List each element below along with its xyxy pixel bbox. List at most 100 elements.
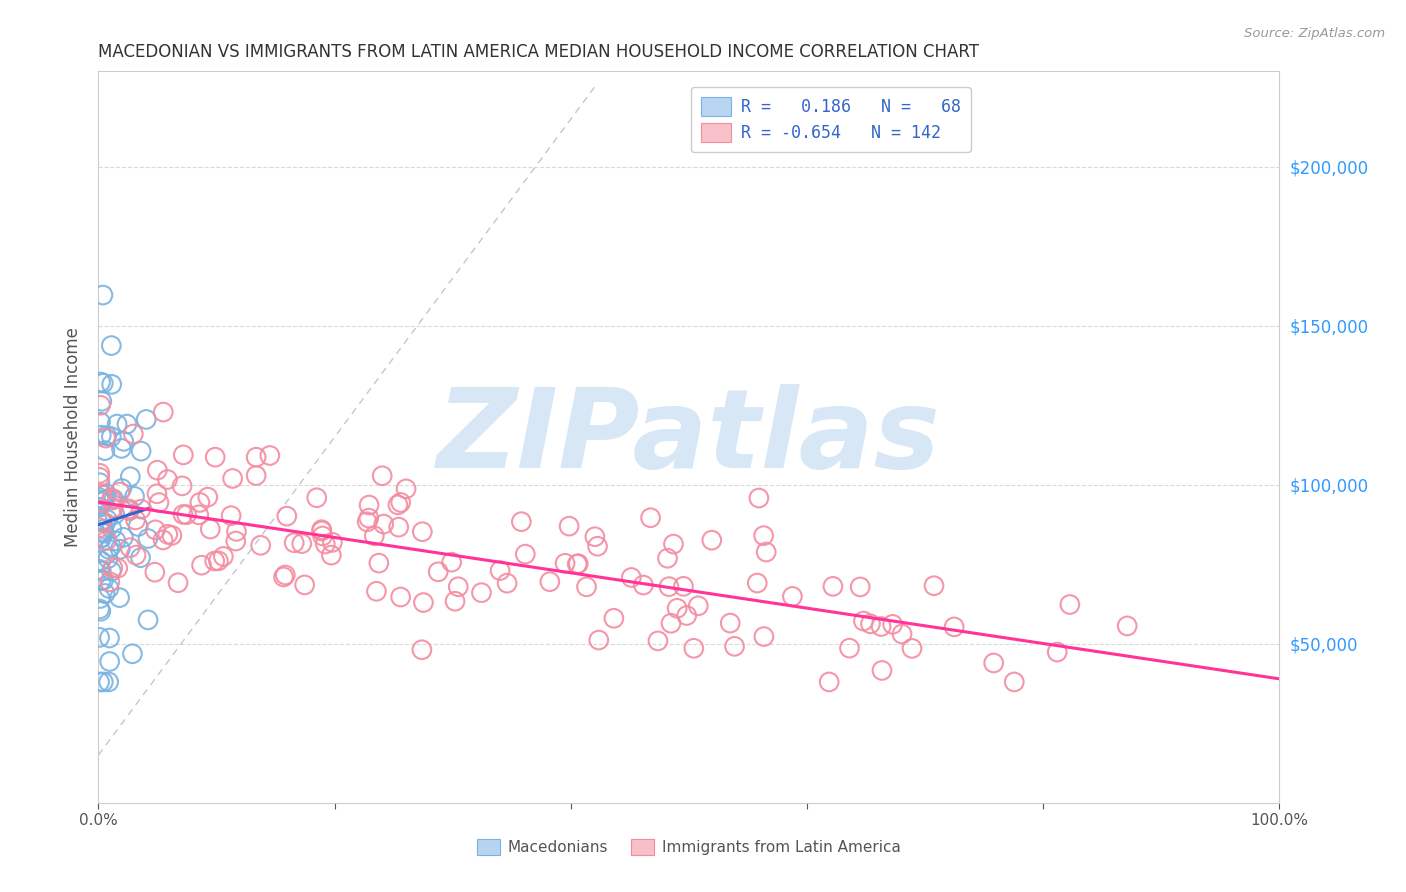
Point [245,450,267,465]
Point [357,511,380,525]
Point [412,596,434,610]
Point [389,590,412,604]
Point [922,579,945,593]
Point [90,415,112,429]
Point [89,491,111,505]
Point [700,533,723,548]
Point [983,656,1005,670]
Point [105,417,128,431]
Point [96,512,118,526]
Point [321,548,343,562]
Point [558,519,581,533]
Point [870,664,893,678]
Point [427,565,450,579]
Point [212,549,235,564]
Point [207,554,229,568]
Point [356,515,378,529]
Point [93,493,115,508]
Point [146,463,169,477]
Point [276,509,298,524]
Point [90,515,112,529]
Point [176,508,198,522]
Point [125,548,148,562]
Point [107,561,129,575]
Point [91,376,114,391]
Point [90,375,112,389]
Point [90,574,112,588]
Point [294,578,316,592]
Point [440,555,463,569]
Point [98,574,121,589]
Point [91,526,114,541]
Point [373,517,395,532]
Point [603,611,626,625]
Point [204,554,226,568]
Point [752,630,775,644]
Point [586,539,609,553]
Point [311,523,333,537]
Point [94,516,117,530]
Point [115,417,138,431]
Point [135,412,157,426]
Point [100,540,122,554]
Point [633,578,655,592]
Point [901,641,924,656]
Point [103,500,125,515]
Point [688,599,710,613]
Point [90,486,112,500]
Point [100,493,122,508]
Point [647,634,669,648]
Point [124,489,146,503]
Point [782,590,804,604]
Point [496,576,519,591]
Text: MACEDONIAN VS IMMIGRANTS FROM LATIN AMERICA MEDIAN HOUSEHOLD INCOME CORRELATION : MACEDONIAN VS IMMIGRANTS FROM LATIN AMER… [98,44,980,62]
Point [444,594,467,608]
Point [96,428,118,442]
Point [197,490,219,504]
Point [225,534,247,549]
Point [219,508,242,523]
Point [291,536,314,550]
Point [225,524,247,539]
Point [143,565,166,579]
Point [1002,675,1025,690]
Point [111,482,134,496]
Point [658,580,681,594]
Point [1046,645,1069,659]
Point [90,604,112,618]
Point [682,641,704,656]
Point [388,520,411,534]
Point [510,515,533,529]
Point [567,557,589,571]
Point [89,602,111,616]
Point [90,428,112,442]
Point [752,528,775,542]
Point [93,488,115,502]
Legend: Macedonians, Immigrants from Latin America: Macedonians, Immigrants from Latin Ameri… [471,833,907,861]
Point [190,558,212,573]
Point [90,554,112,568]
Point [97,542,120,557]
Point [98,655,121,669]
Point [747,576,769,591]
Point [259,449,281,463]
Point [104,533,127,548]
Point [172,479,194,493]
Point [122,427,145,442]
Point [93,524,115,539]
Point [818,675,841,690]
Point [89,631,111,645]
Point [101,522,124,536]
Point [274,568,297,582]
Point [363,529,385,543]
Point [554,556,576,570]
Point [93,522,115,536]
Point [94,443,117,458]
Point [91,495,114,509]
Point [90,394,112,409]
Point [100,338,122,352]
Point [849,580,872,594]
Point [120,469,142,483]
Point [89,467,111,481]
Point [101,491,124,506]
